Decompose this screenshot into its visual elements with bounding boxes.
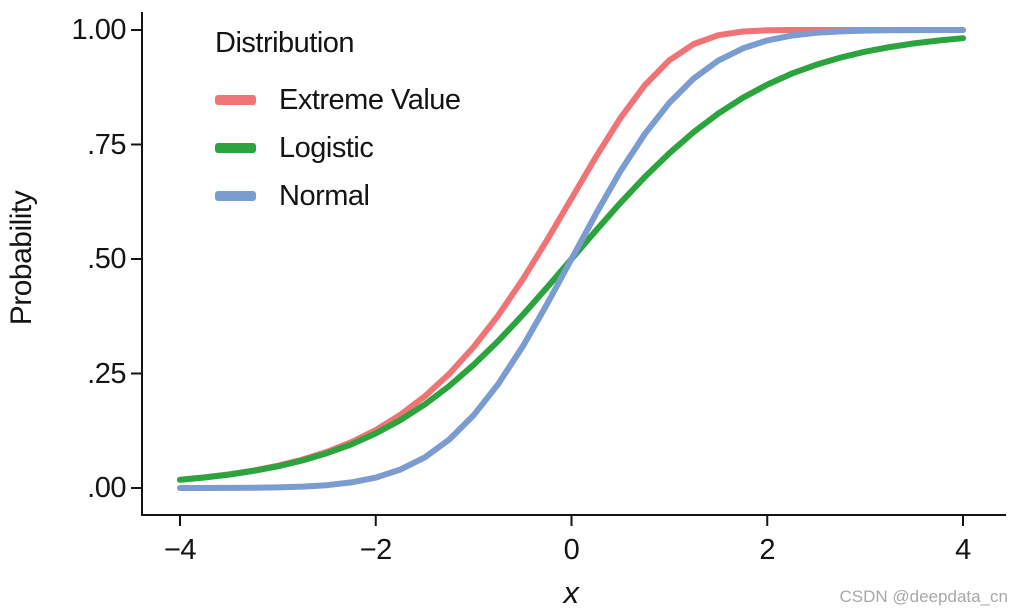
x-tick-label: −2 [359, 534, 393, 566]
y-axis-title: Probability [5, 190, 38, 326]
y-tick-label: .75 [87, 128, 126, 161]
x-tick-label: 4 [955, 534, 971, 566]
y-tick-label: .00 [87, 472, 126, 504]
legend-label-normal: Normal [279, 179, 370, 212]
x-axis-title: x [563, 575, 580, 610]
x-tick-label: −4 [163, 534, 197, 566]
legend-title: Distribution [215, 27, 355, 59]
y-tick-label: .50 [87, 243, 126, 275]
y-tick-label: 1.00 [71, 14, 127, 46]
x-tick-label: 0 [563, 534, 580, 566]
legend-item-extreme-value: Extreme Value [215, 83, 461, 116]
watermark: CSDN @deepdata_cn [839, 587, 1008, 606]
legend-item-logistic: Logistic [215, 131, 461, 164]
axis-lines [141, 12, 1006, 516]
normal-line-swatch-icon [215, 191, 256, 201]
y-tick-label: .25 [87, 357, 126, 390]
x-tick-label: 2 [759, 534, 776, 566]
extreme-value-line-swatch-icon [215, 95, 256, 105]
legend-item-normal: Normal [215, 179, 461, 212]
legend-label-logistic: Logistic [279, 131, 374, 164]
curve-normal [177, 27, 966, 491]
logistic-line-swatch-icon [215, 143, 256, 153]
legend-label-extreme-value: Extreme Value [279, 83, 461, 116]
legend: Distribution Extreme Value Logistic Norm… [215, 26, 461, 212]
